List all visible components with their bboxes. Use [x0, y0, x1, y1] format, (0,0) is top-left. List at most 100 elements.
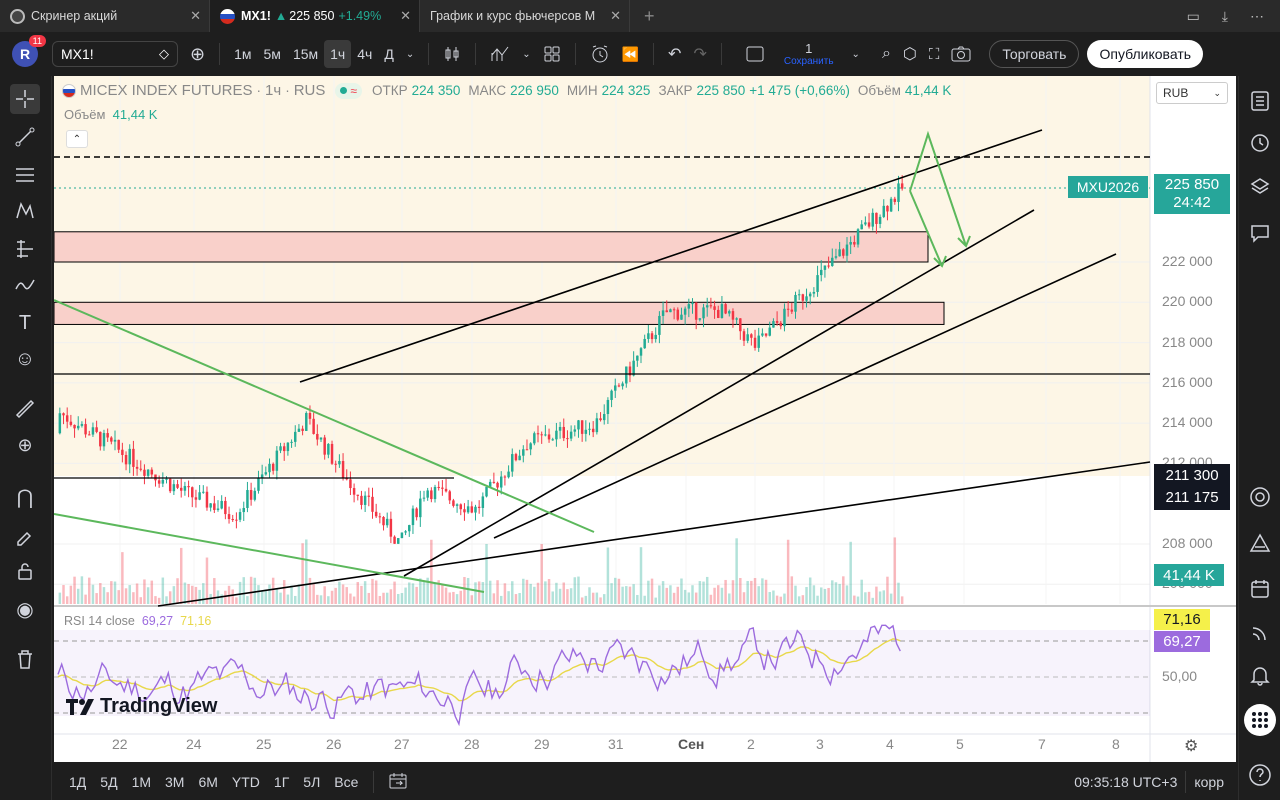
candles-icon[interactable]: [437, 40, 467, 68]
eye-icon[interactable]: ◉: [16, 598, 34, 621]
volume-bar: [665, 587, 668, 604]
range-all[interactable]: Все: [334, 774, 359, 790]
chat-icon[interactable]: [1245, 218, 1275, 248]
volume-bar: [360, 585, 363, 604]
candle-body: [154, 474, 157, 481]
range-5y[interactable]: 5Л: [303, 774, 321, 790]
candle-body: [617, 385, 621, 387]
chevron-down-icon[interactable]: ⌄: [522, 48, 531, 60]
range-1m[interactable]: 1М: [131, 774, 152, 790]
triangle-icon[interactable]: [1245, 528, 1275, 558]
interval-15m[interactable]: 15м: [292, 46, 319, 62]
rsi-value: 69,27: [141, 614, 174, 628]
legend-symbol[interactable]: MICEX INDEX FUTURES: [80, 82, 253, 99]
help-icon[interactable]: [1245, 760, 1275, 790]
chevron-down-icon[interactable]: ⌄: [851, 48, 860, 60]
templates-icon[interactable]: [537, 40, 567, 68]
chart-pane[interactable]: MICEX INDEX FUTURES · 1ч · RUS ≈ ОТКР 224…: [54, 76, 1236, 762]
indicators-icon[interactable]: [484, 40, 516, 68]
green-trend-line-2: [54, 513, 485, 593]
layers-icon[interactable]: [1245, 172, 1275, 202]
range-1y[interactable]: 1Г: [273, 774, 290, 790]
ruler-icon[interactable]: [10, 394, 40, 424]
close-icon[interactable]: ✕: [610, 8, 621, 23]
trash-icon[interactable]: [10, 644, 40, 674]
interval-5m[interactable]: 5м: [263, 46, 281, 62]
emoji-icon[interactable]: ☺: [14, 347, 36, 370]
layout-icon[interactable]: [740, 40, 770, 68]
brush-icon[interactable]: [10, 270, 40, 300]
pattern-icon[interactable]: [10, 196, 40, 226]
projection-icon[interactable]: [10, 234, 40, 264]
candle-body: [639, 348, 643, 356]
range-ytd[interactable]: YTD: [231, 774, 260, 790]
redo-icon[interactable]: ↷: [693, 46, 707, 63]
calendar-icon[interactable]: [1245, 574, 1275, 604]
fib-icon[interactable]: [10, 160, 40, 190]
close-icon[interactable]: ✕: [190, 8, 201, 23]
avatar[interactable]: R 11: [12, 35, 46, 67]
currency-select[interactable]: RUB ⌄: [1156, 82, 1228, 104]
volume-bar: [88, 577, 91, 604]
fullscreen-icon[interactable]: ⛶: [928, 45, 940, 63]
clock-icon[interactable]: [1245, 128, 1275, 158]
quick-search-icon[interactable]: ⌕: [881, 45, 891, 62]
interval-1d[interactable]: Д: [384, 46, 394, 62]
zoom-icon[interactable]: ⊕: [17, 434, 33, 455]
range-3m[interactable]: 3М: [165, 774, 185, 790]
trade-button[interactable]: Торговать: [989, 40, 1080, 68]
volume-bar: [893, 537, 897, 604]
range-5d[interactable]: 5Д: [100, 774, 118, 790]
chevron-down-icon[interactable]: ⌄: [405, 48, 415, 60]
lock-drawings-icon[interactable]: [10, 520, 40, 550]
undo-icon[interactable]: ↶: [668, 46, 682, 63]
tab-screener[interactable]: Скринер акций ✕: [0, 0, 210, 32]
bell-icon[interactable]: [1245, 660, 1275, 690]
collapse-legend-button[interactable]: ⌃: [66, 130, 88, 148]
close-icon[interactable]: ✕: [400, 8, 411, 23]
candle-body: [558, 426, 562, 431]
text-icon[interactable]: T: [18, 311, 32, 334]
interval-4h[interactable]: 4ч: [357, 46, 373, 62]
adjustment-mode[interactable]: корр: [1194, 774, 1224, 790]
magnet-icon[interactable]: ⋂: [16, 486, 34, 509]
tab-mx1[interactable]: MX1! ▲ 225 850 +1.49% ✕: [210, 0, 420, 32]
alert-icon[interactable]: [584, 40, 616, 68]
download-icon[interactable]: ⤓: [1221, 7, 1228, 24]
range-1d[interactable]: 1Д: [69, 774, 87, 790]
tab-futures[interactable]: График и курс фьючерсов М ✕: [420, 0, 630, 32]
range-6m[interactable]: 6М: [198, 774, 218, 790]
volume-bar: [157, 597, 161, 604]
sidebar-icon[interactable]: ▭: [1186, 7, 1200, 24]
target-icon[interactable]: [1245, 482, 1275, 512]
camera-icon[interactable]: [945, 40, 977, 68]
lock-icon[interactable]: [10, 556, 40, 586]
clock[interactable]: 09:35:18 UTC+3: [1074, 774, 1178, 790]
watchlist-icon[interactable]: [1245, 86, 1275, 116]
interval-1h[interactable]: 1ч: [324, 40, 352, 68]
chart-canvas[interactable]: [54, 76, 1236, 762]
date-range-icon[interactable]: [382, 772, 414, 793]
settings-icon[interactable]: ⬡: [902, 46, 917, 63]
volume-bar: [599, 597, 602, 604]
tradingview-logo[interactable]: TradingView: [66, 695, 217, 718]
bar-countdown: 24:42: [1173, 194, 1211, 211]
replay-icon[interactable]: ⏪: [621, 45, 640, 62]
symbol-search[interactable]: MX1! ◇: [52, 41, 178, 67]
crosshair-icon[interactable]: [10, 84, 40, 114]
publish-button[interactable]: Опубликовать: [1087, 40, 1204, 68]
layout-save[interactable]: 1 Сохранить: [784, 42, 834, 67]
candle-body: [389, 518, 393, 537]
interval-1m[interactable]: 1м: [234, 46, 252, 62]
trend-line-icon[interactable]: [10, 122, 40, 152]
new-tab-button[interactable]: +: [644, 5, 655, 26]
apps-icon[interactable]: [1244, 704, 1276, 736]
stream-icon[interactable]: [1245, 618, 1275, 648]
candle-body: [305, 412, 308, 431]
axis-settings-icon[interactable]: ⚙: [1184, 738, 1199, 755]
more-icon[interactable]: ⋯: [1250, 7, 1264, 24]
compare-icon[interactable]: ◇: [159, 46, 169, 61]
volume-bar: [338, 581, 341, 604]
add-symbol-button[interactable]: ⊕: [190, 43, 206, 64]
price-tick: 216 000: [1162, 373, 1213, 390]
